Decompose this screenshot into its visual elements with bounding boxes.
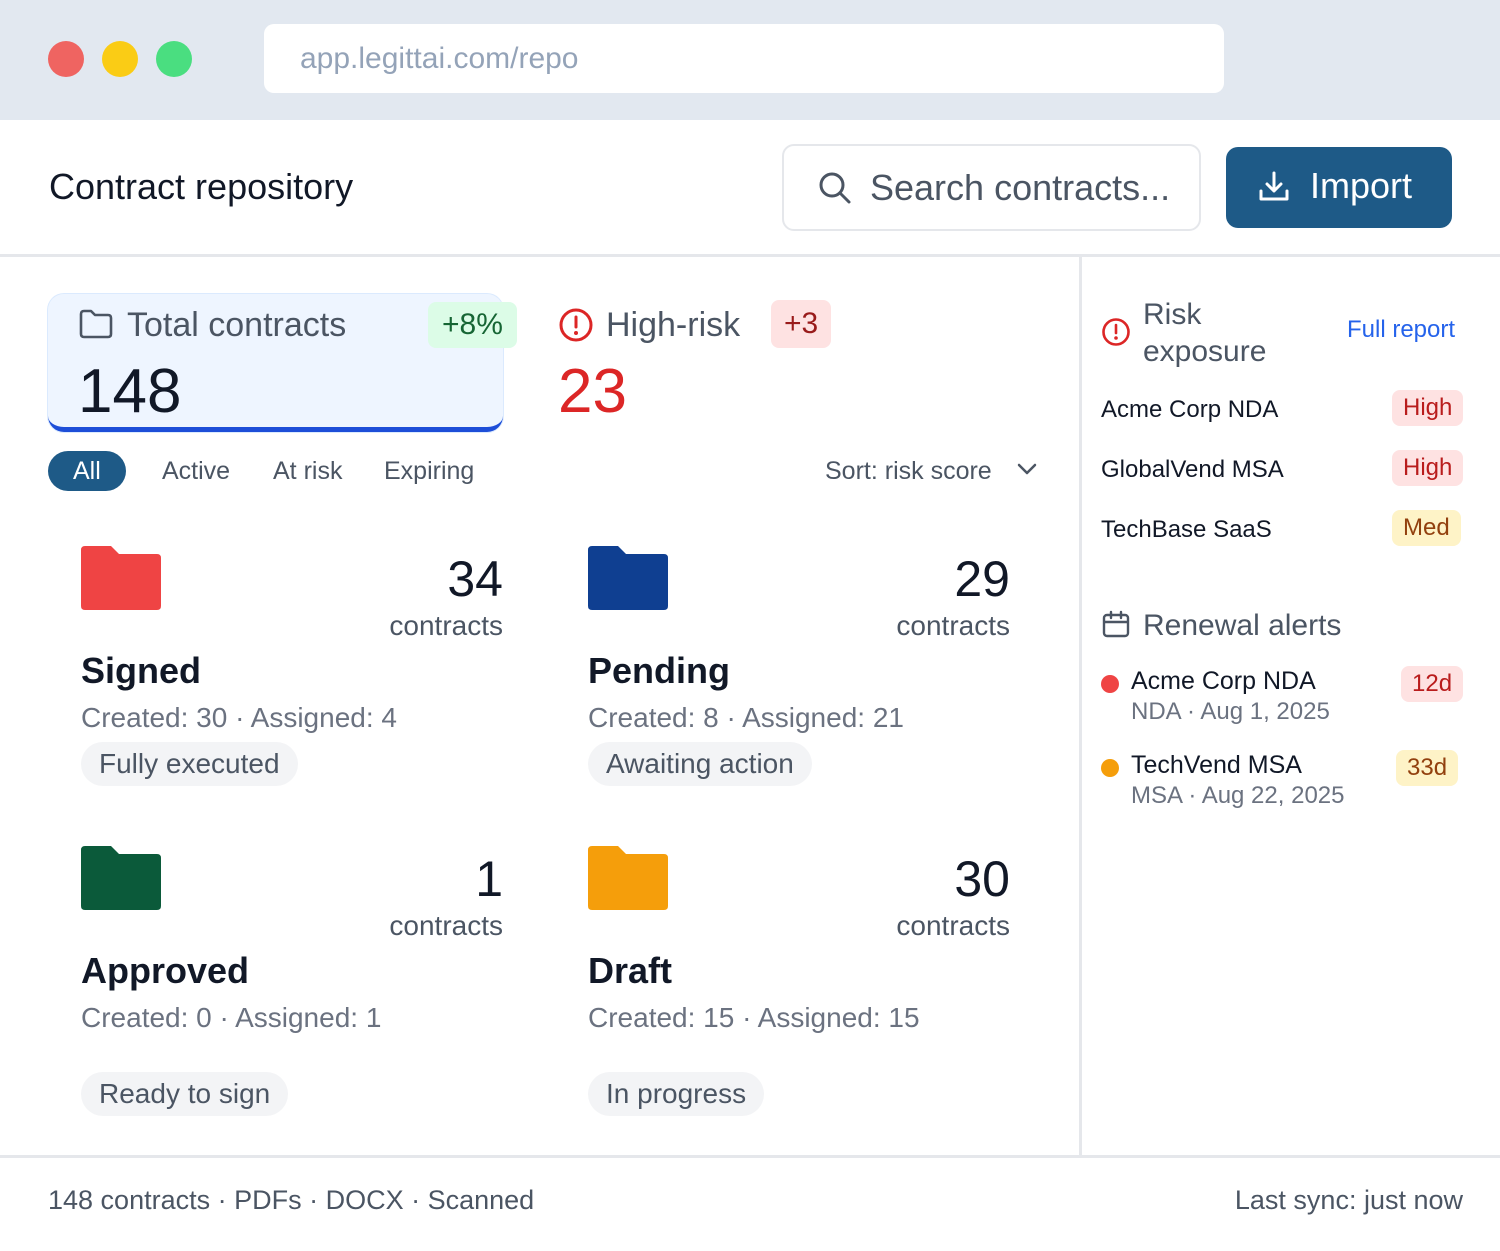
folder-count-unit: contracts [896, 610, 1010, 641]
folder-count-unit: contracts [389, 910, 503, 941]
search-input[interactable] [870, 164, 1190, 212]
folder-card-pending[interactable]: 29 contracts Pending Created: 8 · Assign… [588, 546, 1028, 816]
alert-circle-icon [1102, 318, 1130, 346]
folder-status-pill: In progress [588, 1072, 765, 1116]
kpi-total-contracts[interactable]: Total contracts +8% 148 [48, 294, 517, 432]
kpi-total-value: 148 [78, 357, 182, 426]
kpi-total-label: Total contracts [127, 306, 347, 344]
folder-meta: Created: 15 · Assigned: 15 [588, 1002, 920, 1033]
close-window-button[interactable] [48, 41, 84, 77]
risk-exposure-title-line1: Risk [1143, 298, 1202, 331]
search-icon [819, 172, 851, 204]
risk-exposure-title-line2: exposure [1143, 335, 1267, 368]
risk-exposure-title: Risk exposure [1143, 296, 1266, 370]
folder-title: Pending [588, 650, 730, 691]
filter-active[interactable]: Active [162, 457, 231, 485]
folder-card-signed[interactable]: 34 contracts Signed Created: 30 · Assign… [81, 546, 521, 816]
kpi-total-delta-badge: +8% [428, 302, 517, 348]
folder-title: Signed [81, 650, 202, 691]
import-button[interactable]: Import [1226, 147, 1452, 228]
risk-level-badge: Med [1392, 510, 1461, 546]
folder-icon [588, 846, 668, 910]
sort-dropdown[interactable]: Sort: risk score [825, 451, 1037, 491]
folder-title: Draft [588, 950, 673, 991]
folder-count: 29 [954, 551, 1010, 607]
folder-count: 30 [954, 851, 1010, 907]
renewal-alerts-title: Renewal alerts [1143, 609, 1342, 642]
folder-meta: Created: 30 · Assigned: 4 [81, 702, 397, 733]
filter-expiring[interactable]: Expiring [384, 457, 475, 485]
folder-count: 34 [447, 551, 503, 607]
renewal-item-sub: NDA · Aug 1, 2025 [1131, 698, 1330, 725]
days-remaining-badge: 33d [1396, 750, 1459, 786]
status-dot [1101, 759, 1119, 777]
risk-level-badge: High [1392, 390, 1464, 426]
renewal-item-name[interactable]: TechVend MSA [1131, 751, 1302, 779]
last-sync-status: Last sync: just now [1234, 1185, 1463, 1215]
folder-shape [588, 846, 668, 910]
folder-outline-icon [79, 309, 113, 339]
days-remaining-badge: 12d [1401, 666, 1464, 702]
folder-status-pill: Fully executed [81, 742, 298, 786]
folder-shape [588, 546, 668, 610]
import-button-label: Import [1310, 165, 1413, 206]
browser-toolbar: app.legittai.com/repo [0, 0, 1500, 120]
filter-at-risk[interactable]: At risk [273, 457, 343, 485]
sort-label: Sort: risk score [825, 457, 992, 485]
filter-all[interactable]: All [48, 451, 126, 491]
folder-count: 1 [475, 851, 503, 907]
page-header: Contract repository Import [0, 120, 1500, 257]
risk-row-name[interactable]: TechBase SaaS [1101, 516, 1272, 543]
renewal-item-name[interactable]: Acme Corp NDA [1131, 667, 1316, 695]
folder-shape [81, 546, 161, 610]
chevron-down-icon [1017, 463, 1037, 475]
address-bar[interactable]: app.legittai.com/repo [264, 24, 1224, 93]
folder-card-draft[interactable]: 30 contracts Draft Created: 15 · Assigne… [588, 846, 1028, 1116]
folder-card-approved[interactable]: 1 contracts Approved Created: 0 · Assign… [81, 846, 521, 1116]
folder-title: Approved [81, 950, 250, 991]
folder-icon [81, 546, 161, 610]
footer-summary: 148 contracts · PDFs · DOCX · Scanned [48, 1185, 535, 1215]
renewal-item-sub: MSA · Aug 22, 2025 [1131, 782, 1345, 809]
status-footer: 148 contracts · PDFs · DOCX · Scanned La… [0, 1155, 1500, 1251]
risk-row-name[interactable]: GlobalVend MSA [1101, 456, 1284, 483]
risk-level-badge: High [1392, 450, 1464, 486]
page-title: Contract repository [49, 166, 354, 207]
folder-count-unit: contracts [389, 610, 503, 641]
folder-meta: Created: 0 · Assigned: 1 [81, 1002, 382, 1033]
full-report-link[interactable]: Full report [1347, 316, 1456, 343]
folder-status-pill: Ready to sign [81, 1072, 289, 1116]
minimize-window-button[interactable] [102, 41, 138, 77]
calendar-icon [1102, 610, 1130, 638]
folder-shape [81, 846, 161, 910]
status-dot [1101, 675, 1119, 693]
risk-row-name[interactable]: Acme Corp NDA [1101, 396, 1279, 423]
folder-status-pill: Awaiting action [588, 742, 812, 786]
folder-count-unit: contracts [896, 910, 1010, 941]
maximize-window-button[interactable] [156, 41, 192, 77]
kpi-high-risk-delta-badge: +3 [771, 300, 832, 348]
folder-icon [81, 846, 161, 910]
kpi-high-risk-value: 23 [558, 357, 627, 426]
download-icon [1259, 171, 1289, 201]
kpi-high-risk-label: High-risk [606, 306, 741, 344]
panel-divider [1079, 257, 1082, 1156]
folder-icon [588, 546, 668, 610]
folder-meta: Created: 8 · Assigned: 21 [588, 702, 904, 733]
search-box[interactable] [782, 144, 1201, 231]
alert-circle-icon [559, 308, 593, 342]
